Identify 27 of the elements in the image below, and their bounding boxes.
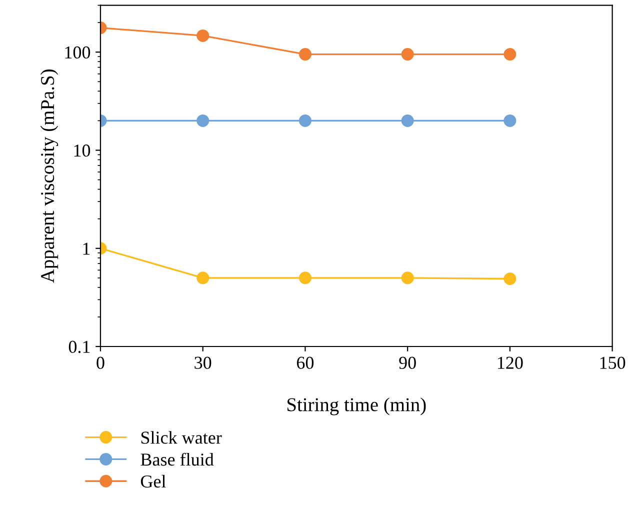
legend-label: Slick water bbox=[141, 431, 222, 444]
x-tick-label: 60 bbox=[296, 356, 314, 369]
y-tick-label: 0.1 bbox=[68, 340, 90, 354]
point bbox=[298, 114, 312, 127]
point bbox=[298, 272, 312, 284]
point bbox=[196, 114, 210, 127]
y-tick-label: 10 bbox=[74, 144, 90, 157]
legend-label: Gel bbox=[140, 474, 166, 488]
point bbox=[401, 114, 414, 127]
point bbox=[298, 48, 312, 61]
y-axis-title: Apparent viscosity (mPa.S) bbox=[40, 70, 58, 283]
point bbox=[401, 48, 414, 61]
y-tick-label: 100 bbox=[65, 46, 90, 59]
point bbox=[401, 272, 414, 284]
point bbox=[196, 272, 210, 284]
point bbox=[504, 48, 516, 61]
y-tick-label: 1 bbox=[83, 242, 90, 255]
point bbox=[504, 272, 516, 286]
x-tick-label: 0 bbox=[96, 356, 104, 369]
point bbox=[504, 114, 516, 127]
point bbox=[196, 29, 210, 42]
x-tick-label: 150 bbox=[600, 356, 626, 369]
legend-label: Base fluid bbox=[140, 452, 214, 466]
x-tick-label: 120 bbox=[498, 356, 523, 369]
x-axis-title: Stiring time (min) bbox=[287, 398, 426, 416]
x-tick-label: 30 bbox=[194, 356, 212, 369]
x-tick-label: 90 bbox=[399, 356, 416, 369]
